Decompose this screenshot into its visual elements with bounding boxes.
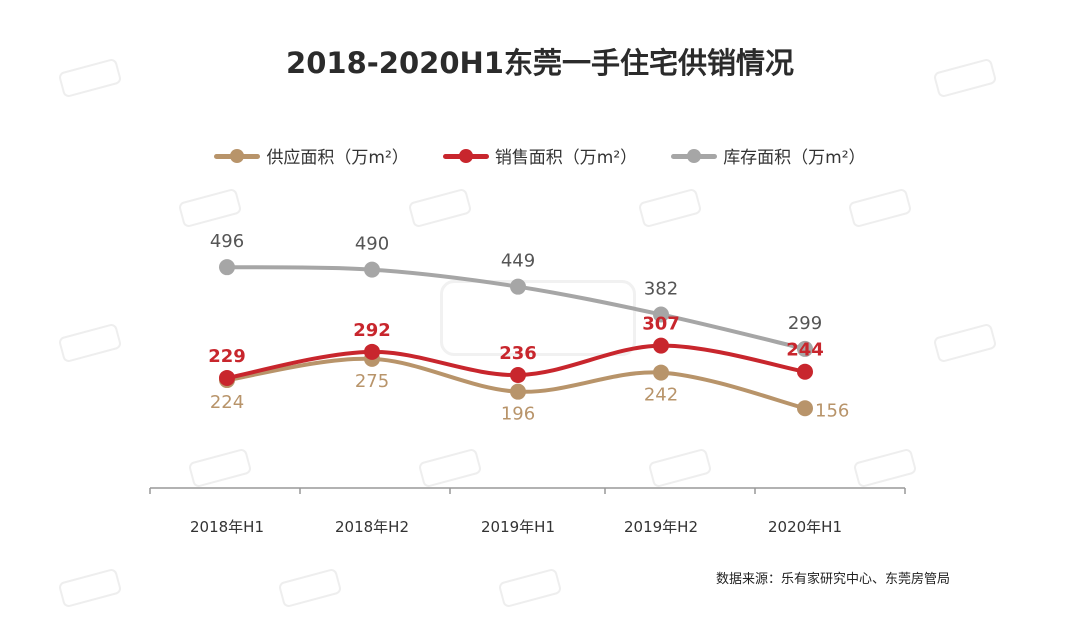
legend-label: 销售面积（万m²） [494,148,638,168]
data-point [653,337,669,354]
legend-label: 库存面积（万m²） [723,148,866,168]
data-label: 224 [210,392,244,413]
data-point [219,259,235,276]
x-tick-label: 2018年H2 [335,518,409,536]
data-label: 490 [355,234,389,255]
data-label: 236 [499,343,537,364]
legend: 供应面积（万m²） 销售面积（万m²） 库存面积（万m²） [0,143,1080,168]
data-label: 299 [788,313,822,334]
data-point [653,364,669,381]
data-point [797,363,813,380]
data-label: 275 [355,371,389,392]
data-label: 307 [642,314,680,335]
x-tick-label: 2019年H1 [481,518,555,536]
legend-label: 供应面积（万m²） [266,148,409,168]
data-label: 196 [501,404,535,425]
legend-swatch [442,148,489,163]
data-label: 229 [208,346,246,367]
legend-item: 供应面积（万m²） [214,143,409,168]
data-point [797,400,813,417]
chart-title: 2018-2020H1东莞一手住宅供销情况 [286,46,794,80]
data-point [797,340,813,357]
legend-item: 库存面积（万m²） [671,143,866,168]
data-point [364,261,380,278]
data-label: 156 [815,400,849,421]
data-point [510,367,526,384]
data-label: 382 [644,278,678,299]
data-label: 292 [353,320,391,341]
data-point [510,278,526,295]
legend-item: 销售面积（万m²） [442,143,638,168]
x-tick-label: 2019年H2 [624,518,698,536]
data-label: 242 [644,385,678,406]
data-point [510,383,526,400]
data-label: 496 [210,231,244,252]
x-tick-label: 2018年H1 [190,518,264,536]
data-point [653,306,669,323]
data-point [364,343,380,360]
series-line [226,356,806,411]
data-label: 449 [501,251,535,272]
legend-swatch [214,148,261,163]
data-label: 244 [786,340,824,361]
legend-swatch [671,148,718,163]
watermark-logo [440,280,636,356]
x-tick-label: 2020年H1 [768,518,842,536]
source-note: 数据来源：乐有家研究中心、东莞房管局 [715,572,950,587]
data-point [219,369,235,386]
